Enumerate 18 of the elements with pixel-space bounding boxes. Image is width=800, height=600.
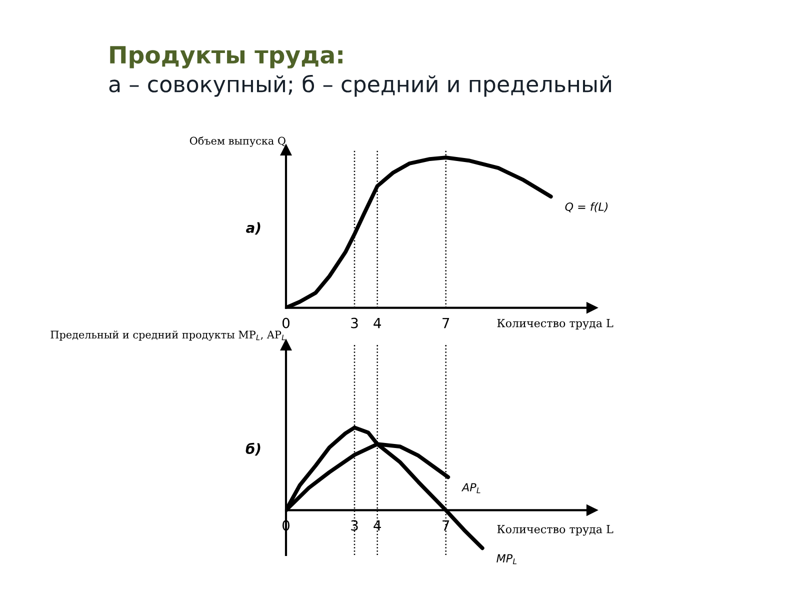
x-axis-title: Количество труда L [497, 319, 614, 330]
x-tick-label: 4 [374, 520, 381, 530]
x-tick-label: 0 [282, 318, 290, 328]
y-axis-title: Предельный и средний продукты MP$_{L}$, AP$_{L}$ [50, 330, 286, 341]
x-tick-label: 4 [374, 318, 381, 328]
series-label: AP$_{L}$ [461, 483, 480, 494]
chart-title: Продукты труда: [110, 46, 342, 68]
chart-subtitle: а – совокупный; б – средний и предельный [109, 74, 611, 97]
text: а) [246, 222, 260, 235]
series-label: MP$_{L}$ [496, 554, 517, 564]
x-tick-label: 3 [351, 318, 358, 328]
x-tick-label: 3 [351, 520, 358, 531]
y-axis-title: Объем выпуска Q [190, 136, 286, 147]
text: б) [246, 442, 260, 456]
x-tick-label: 7 [442, 318, 450, 328]
x-tick-label: 7 [442, 520, 450, 530]
series-label: Q = f(L) [565, 202, 608, 212]
x-axis-title: Количество труда L [497, 525, 614, 536]
